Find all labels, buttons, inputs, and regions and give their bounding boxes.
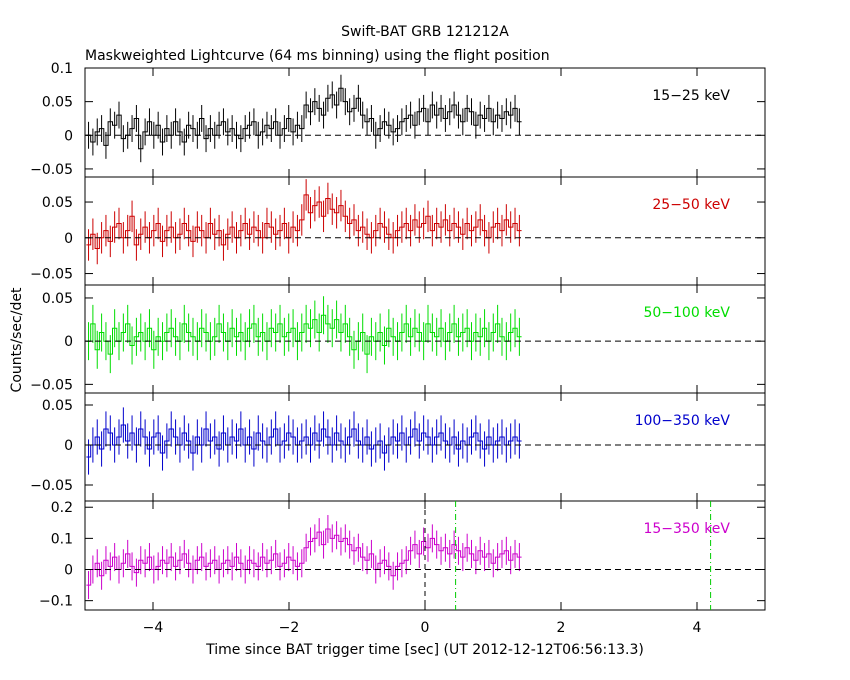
band-label-15-25keV: 15−25 keV bbox=[652, 88, 730, 104]
y-tick-label: 0.05 bbox=[42, 95, 73, 111]
band-label-100-350keV: 100−350 keV bbox=[635, 413, 731, 429]
error-bars-25-50keV bbox=[88, 179, 520, 265]
y-tick-label: 0.05 bbox=[42, 398, 73, 414]
lightcurve-15-350keV bbox=[86, 528, 522, 586]
y-tick-label: 0 bbox=[64, 128, 73, 144]
y-axis-label: Counts/sec/det bbox=[9, 287, 25, 392]
y-tick-label: 0 bbox=[64, 334, 73, 350]
x-tick-label: 4 bbox=[693, 620, 702, 636]
panel-15-350keV: −0.1 0 0.1 0.2 15−350 keV bbox=[39, 500, 766, 611]
panel-frame-50-100keV bbox=[84, 284, 766, 394]
lightcurve-50-100keV bbox=[86, 314, 522, 355]
y-tick-label: 0.2 bbox=[51, 500, 73, 516]
band-label-25-50keV: 25−50 keV bbox=[652, 197, 730, 213]
y-tick-label: −0.05 bbox=[30, 267, 73, 283]
y-tick-label: −0.05 bbox=[30, 377, 73, 393]
panel-25-50keV: −0.05 0 0.05 25−50 keV bbox=[30, 176, 766, 286]
y-tick-label: −0.1 bbox=[39, 594, 73, 610]
y-tick-label: 0.1 bbox=[51, 531, 73, 547]
x-tick-label: 0 bbox=[421, 620, 430, 636]
error-bars-50-100keV bbox=[88, 296, 520, 374]
y-tick-label: −0.05 bbox=[30, 478, 73, 494]
x-tick-label: 2 bbox=[557, 620, 566, 636]
y-tick-label: 0 bbox=[64, 231, 73, 247]
lightcurve-25-50keV bbox=[86, 194, 522, 249]
x-axis-label: Time since BAT trigger time [sec] (UT 20… bbox=[205, 642, 644, 658]
y-tick-label: 0.05 bbox=[42, 195, 73, 211]
panel-15-25keV: −0.05 0 0.05 0.1 15−25 keV bbox=[30, 61, 766, 178]
y-tick-label: 0.1 bbox=[51, 61, 73, 77]
y-tick-label: 0 bbox=[64, 563, 73, 579]
x-tick-label: −2 bbox=[279, 620, 300, 636]
panels-group: −0.05 0 0.05 0.1 15−25 keV −0.05 0 0.05 25−50 ke… bbox=[30, 61, 766, 636]
y-tick-label: 0 bbox=[64, 438, 73, 454]
band-label-50-100keV: 50−100 keV bbox=[643, 305, 730, 321]
panel-frame-100-350keV bbox=[84, 392, 766, 502]
lightcurve-100-350keV bbox=[86, 424, 522, 458]
panel-100-350keV: −0.05 0 0.05 100−350 keV bbox=[30, 392, 766, 502]
y-tick-label: 0.05 bbox=[42, 291, 73, 307]
band-label-15-350keV: 15−350 keV bbox=[643, 521, 730, 537]
panel-50-100keV: −0.05 0 0.05 50−100 keV bbox=[30, 284, 766, 394]
panel-frame-15-25keV bbox=[84, 67, 766, 178]
x-tick-label: −4 bbox=[143, 620, 164, 636]
figure-title: Swift-BAT GRB 121212A bbox=[341, 24, 509, 40]
figure-subtitle: Maskweighted Lightcurve (64 ms binning) … bbox=[85, 48, 550, 64]
y-tick-label: −0.05 bbox=[30, 162, 73, 178]
lightcurve-15-25keV bbox=[86, 87, 522, 150]
